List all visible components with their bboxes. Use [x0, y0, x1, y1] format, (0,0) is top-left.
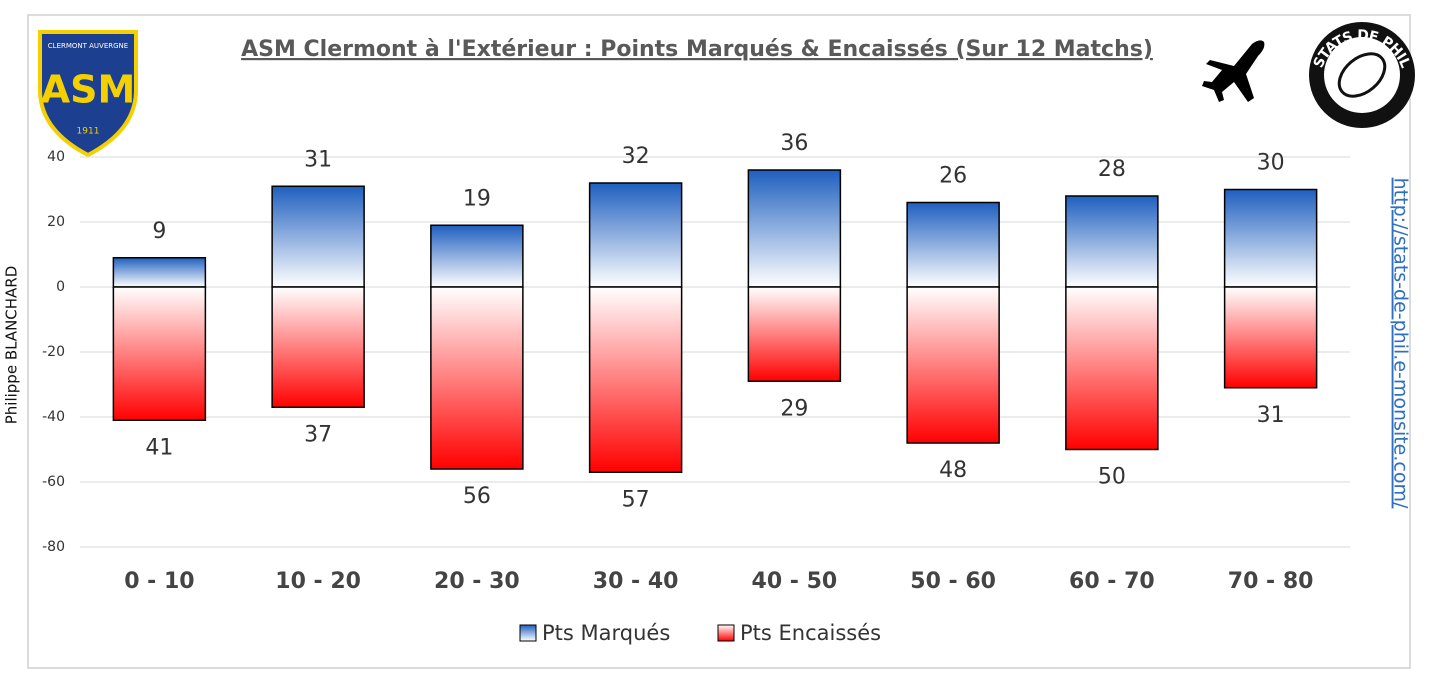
value-label: 48 — [939, 458, 967, 483]
x-tick-label: 50 - 60 — [910, 569, 996, 594]
value-label: 56 — [463, 484, 491, 509]
bar — [588, 182, 683, 288]
bar — [906, 286, 1000, 444]
bar — [1065, 286, 1159, 451]
y-tick-label: 20 — [47, 214, 65, 230]
x-tick-label: 70 - 80 — [1228, 569, 1314, 594]
legend-swatch — [519, 624, 537, 642]
club-mark: ASM — [41, 68, 136, 112]
x-tick-label: 30 - 40 — [593, 569, 679, 594]
value-label: 37 — [304, 422, 332, 447]
value-label: 30 — [1257, 151, 1285, 176]
bar — [747, 286, 842, 382]
x-tick-label: 20 - 30 — [434, 569, 520, 594]
bar — [747, 169, 842, 288]
legend-label: Pts Marqués — [542, 621, 670, 645]
bar — [271, 185, 365, 288]
value-label: 57 — [622, 487, 650, 512]
chart-frame — [27, 14, 1411, 669]
club-logo: CLERMONT AUVERGNE ASM 1911 — [38, 30, 138, 158]
value-label: 9 — [152, 219, 166, 244]
value-label: 26 — [939, 164, 967, 189]
stats-logo: STATS DE PHIL — [1309, 22, 1415, 128]
bar — [588, 286, 683, 473]
y-tick-label: -40 — [42, 409, 65, 425]
legend-swatch — [717, 624, 735, 642]
value-label: 41 — [145, 435, 173, 460]
x-tick-label: 0 - 10 — [124, 569, 194, 594]
bar — [906, 201, 1000, 288]
bar — [430, 286, 524, 470]
value-label: 31 — [304, 147, 332, 172]
value-label: 28 — [1098, 157, 1126, 182]
side-label: Philippe BLANCHARD — [3, 266, 21, 425]
x-tick-label: 10 - 20 — [275, 569, 361, 594]
plane-icon — [1202, 40, 1265, 102]
y-tick-label: -20 — [42, 344, 65, 360]
y-tick-label: -60 — [42, 474, 65, 490]
bar — [112, 257, 207, 288]
y-tick-label: -80 — [42, 539, 65, 555]
url-link[interactable]: http://stats-de-phil.e-monsite.com/ — [1390, 178, 1412, 509]
value-label: 19 — [463, 186, 491, 211]
bar — [1223, 188, 1318, 288]
club-year: 1911 — [77, 127, 100, 137]
chart-title: ASM Clermont à l'Extérieur : Points Marq… — [241, 37, 1153, 62]
bar — [1065, 195, 1159, 288]
x-tick-label: 60 - 70 — [1069, 569, 1155, 594]
legend-label: Pts Encaissés — [740, 621, 881, 645]
x-tick-label: 40 - 50 — [752, 569, 838, 594]
value-label: 29 — [780, 396, 808, 421]
club-name: CLERMONT AUVERGNE — [48, 42, 128, 50]
value-label: 31 — [1257, 403, 1285, 428]
value-label: 32 — [622, 144, 650, 169]
bar — [271, 286, 365, 408]
bar — [430, 224, 524, 288]
bar — [112, 286, 207, 421]
y-tick-label: 0 — [56, 279, 65, 295]
bar — [1223, 286, 1318, 389]
value-label: 50 — [1098, 465, 1126, 490]
value-label: 36 — [780, 131, 808, 156]
y-tick-label: 40 — [47, 149, 65, 165]
